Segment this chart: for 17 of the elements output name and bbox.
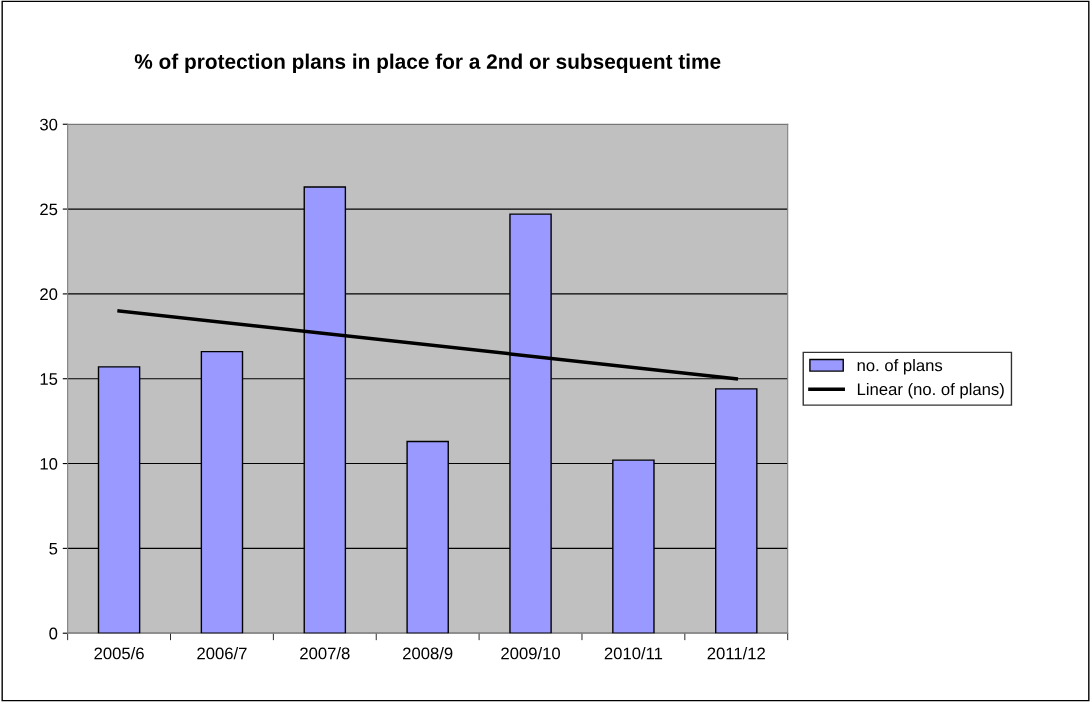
- y-tick-label: 0: [49, 627, 58, 640]
- y-tick-label: 20: [40, 288, 58, 301]
- x-tick-label: 2011/12: [707, 647, 765, 660]
- chart-title: % of protection plans in place for a 2nd or subsequent time: [134, 53, 721, 74]
- x-tick-label: 2010/11: [604, 647, 663, 660]
- legend-label: Linear (no. of plans): [857, 382, 1004, 399]
- x-tick-label: 2007/8: [300, 647, 350, 660]
- y-tick-label: 25: [40, 203, 58, 216]
- y-tick-label: 30: [40, 118, 58, 131]
- x-tick-label: 2006/7: [197, 647, 247, 660]
- x-tick-label: 2009/10: [501, 647, 561, 660]
- legend-label: no. of plans: [857, 359, 943, 375]
- x-tick-label: 2005/6: [94, 647, 144, 660]
- y-tick-label: 5: [49, 542, 58, 555]
- y-tick-label: 15: [40, 373, 58, 385]
- x-tick-label: 2008/9: [403, 647, 453, 660]
- y-tick-label: 10: [40, 457, 58, 470]
